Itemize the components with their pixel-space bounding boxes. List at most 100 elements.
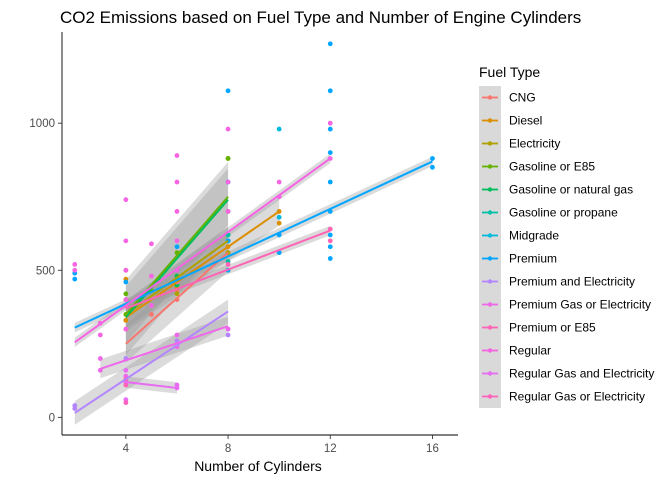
legend-key-premium <box>479 247 501 270</box>
point-regular <box>123 197 129 203</box>
point-regular <box>174 209 180 214</box>
ticks: 4 8 12 16 0 500 1000 <box>29 118 438 455</box>
point-premium-gas-or-electricity <box>174 332 180 338</box>
point-gasoline-or-e85 <box>225 156 231 161</box>
point-regular <box>276 179 282 185</box>
point-regular <box>123 267 129 273</box>
point-regular-gas-and-electricity <box>123 367 129 373</box>
legend-label-gasoline-or-natural-gas: Gasoline or natural gas <box>509 183 633 197</box>
fit-line-gasoline-or-natural-gas <box>125 199 229 318</box>
point-premium <box>327 150 333 156</box>
legend-key-point <box>487 394 493 399</box>
legend-key-regular-gas-and-electricity <box>479 362 501 385</box>
point-gasoline-or-e85 <box>123 291 129 297</box>
legend-key-point <box>487 164 493 169</box>
legend-key-premium-or-e85 <box>479 316 501 339</box>
point-premium <box>225 88 231 94</box>
point-diesel <box>276 220 282 226</box>
legend-key-midgrade <box>479 224 501 247</box>
legend-key-point <box>487 302 493 307</box>
point-premium <box>327 126 333 132</box>
axes <box>61 32 458 436</box>
point-premium-gas-or-electricity <box>97 356 103 361</box>
x-tick-label: 12 <box>324 443 337 455</box>
legend-key-regular-gas-or-electricity <box>479 385 501 408</box>
legend-label-premium-gas-or-electricity: Premium Gas or Electricity <box>509 298 651 312</box>
point-regular <box>225 209 231 214</box>
chart-title: CO2 Emissions based on Fuel Type and Num… <box>60 8 581 27</box>
point-regular <box>225 126 231 132</box>
point-premium <box>174 244 180 250</box>
point-regular <box>149 303 154 308</box>
fit-line-cng <box>125 251 229 345</box>
confidence-bands <box>74 153 433 425</box>
fit-lines <box>74 157 433 414</box>
point-regular <box>149 273 154 279</box>
point-premium <box>430 164 435 170</box>
legend-key-point <box>487 348 493 353</box>
legend-key-gasoline-or-propane <box>479 201 501 224</box>
y-tick-label: 500 <box>36 265 55 277</box>
point-regular <box>72 261 78 267</box>
legend-label-gasoline-or-propane: Gasoline or propane <box>509 206 618 220</box>
point-cng <box>149 311 154 317</box>
legend-key-point <box>487 210 493 215</box>
x-tick-label: 4 <box>123 443 130 455</box>
point-midgrade <box>276 126 282 132</box>
point-midgrade <box>276 214 282 220</box>
point-regular <box>97 332 103 338</box>
point-regular <box>174 179 180 185</box>
legend-label-premium: Premium <box>509 252 557 266</box>
x-tick-label: 8 <box>225 443 231 455</box>
legend-key-point <box>487 279 493 284</box>
y-tick-label: 0 <box>49 412 55 424</box>
legend-key-gasoline-or-e85 <box>479 155 501 178</box>
legend-key-point <box>487 95 493 100</box>
point-regular-gas-or-electricity <box>123 400 129 406</box>
point-premium <box>123 279 129 285</box>
legend-key-electricity <box>479 132 501 155</box>
point-regular <box>72 267 78 273</box>
point-regular <box>174 153 180 158</box>
legend-key-point <box>487 233 493 238</box>
legend-key-regular <box>479 339 501 362</box>
legend-key-point <box>487 256 493 261</box>
point-regular <box>123 238 129 244</box>
legend-label-regular: Regular <box>509 344 551 358</box>
point-regular-gas-or-electricity <box>123 382 129 388</box>
legend-label-premium-or-e85: Premium or E85 <box>509 321 596 335</box>
fit-line-gasoline-or-e85 <box>125 196 229 316</box>
legend-label-regular-gas-and-electricity: Regular Gas and Electricity <box>509 367 654 381</box>
legend-key-cng <box>479 86 501 109</box>
point-electricity <box>174 291 180 297</box>
legend-label-premium-and-electricity: Premium and Electricity <box>509 275 635 289</box>
fit-line-premium-and-electricity <box>74 310 229 414</box>
point-regular <box>149 241 154 247</box>
legend-key-premium-and-electricity <box>479 270 501 293</box>
legend-label-regular-gas-or-electricity: Regular Gas or Electricity <box>509 390 645 404</box>
point-premium <box>327 244 333 250</box>
legend-key-gasoline-or-natural-gas <box>479 178 501 201</box>
legend-key-point <box>487 187 493 192</box>
fit-line-regular <box>74 157 331 344</box>
legend-label-electricity: Electricity <box>509 137 560 151</box>
point-premium <box>72 276 78 282</box>
point-premium <box>327 256 333 261</box>
point-premium-gas-or-electricity <box>225 326 231 332</box>
y-tick-label: 1000 <box>29 118 55 130</box>
legend-key-point <box>487 371 493 376</box>
point-diesel <box>123 317 129 323</box>
x-tick-label: 16 <box>426 443 439 455</box>
point-premium <box>327 232 333 238</box>
x-axis-title: Number of Cylinders <box>194 458 322 474</box>
plot-area <box>72 41 435 425</box>
legend-label-diesel: Diesel <box>509 114 542 128</box>
point-premium-and-electricity <box>225 332 231 338</box>
legend-label-midgrade: Midgrade <box>509 229 559 243</box>
point-regular <box>174 238 180 244</box>
point-regular <box>123 297 129 303</box>
legend-key-premium-gas-or-electricity <box>479 293 501 316</box>
legend-title: Fuel Type <box>479 64 540 80</box>
point-regular-gas-and-electricity <box>174 382 180 388</box>
